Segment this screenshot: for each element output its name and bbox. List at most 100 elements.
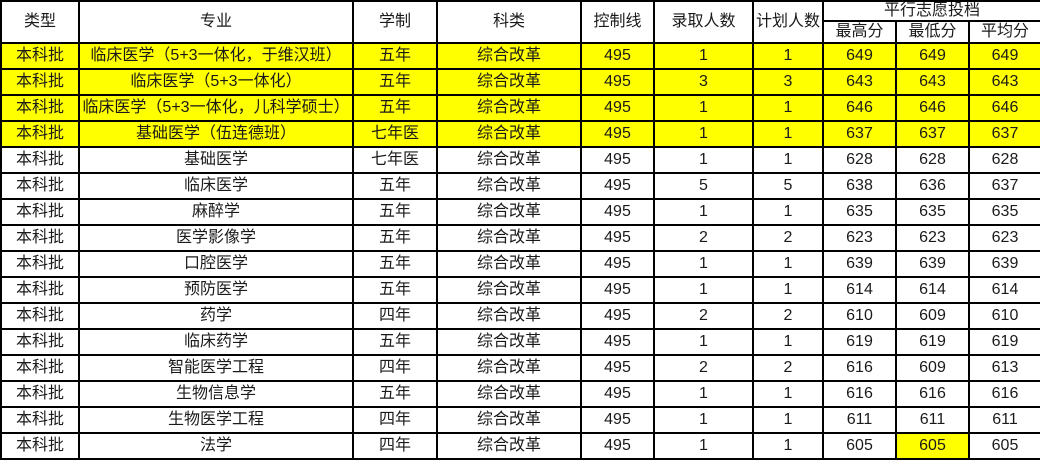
cell-type: 本科批 (0, 406, 80, 434)
cell-lowest-score: 637 (895, 120, 970, 148)
table-row: 本科批 预防医学 五年 综合改革 495 1 1 614 614 614 (0, 276, 1040, 304)
cell-category: 综合改革 (436, 432, 582, 460)
cell-highest-score: 616 (822, 354, 897, 382)
header-row-main: 类型 专业 学制 科类 控制线 录取人数 计划人数 平行志愿投档 (0, 0, 1040, 44)
cell-length: 五年 (352, 250, 438, 278)
table-row: 本科批 法学 四年 综合改革 495 1 1 605 605 605 (0, 432, 1040, 460)
table-row: 本科批 生物医学工程 四年 综合改革 495 1 1 611 611 611 (0, 406, 1040, 434)
cell-major: 法学 (78, 432, 354, 460)
cell-type: 本科批 (0, 250, 80, 278)
cell-control-line: 495 (580, 328, 655, 356)
cell-type: 本科批 (0, 302, 80, 330)
cell-category: 综合改革 (436, 302, 582, 330)
cell-plan-count: 1 (752, 328, 824, 356)
cell-average-score: 635 (968, 198, 1040, 226)
cell-highest-score: 623 (822, 224, 897, 252)
cell-highest-score: 619 (822, 328, 897, 356)
cell-average-score: 613 (968, 354, 1040, 382)
column-header-admitted-count: 录取人数 (653, 0, 754, 44)
cell-category: 综合改革 (436, 276, 582, 304)
cell-admitted-count: 1 (653, 328, 754, 356)
cell-lowest-score: 628 (895, 146, 970, 174)
cell-length: 五年 (352, 224, 438, 252)
cell-category: 综合改革 (436, 198, 582, 226)
cell-admitted-count: 1 (653, 250, 754, 278)
cell-major: 生物信息学 (78, 380, 354, 408)
cell-lowest-score: 611 (895, 406, 970, 434)
cell-type: 本科批 (0, 276, 80, 304)
cell-category: 综合改革 (436, 380, 582, 408)
cell-control-line: 495 (580, 42, 655, 70)
cell-plan-count: 1 (752, 120, 824, 148)
column-header-control-line: 控制线 (580, 0, 655, 44)
cell-major: 临床医学（5+3一体化） (78, 68, 354, 96)
cell-lowest-score: 616 (895, 380, 970, 408)
cell-type: 本科批 (0, 120, 80, 148)
table-row: 本科批 药学 四年 综合改革 495 2 2 610 609 610 (0, 302, 1040, 330)
cell-major: 药学 (78, 302, 354, 330)
cell-lowest-score: 614 (895, 276, 970, 304)
cell-plan-count: 1 (752, 146, 824, 174)
cell-type: 本科批 (0, 68, 80, 96)
cell-length: 五年 (352, 198, 438, 226)
cell-category: 综合改革 (436, 172, 582, 200)
cell-control-line: 495 (580, 172, 655, 200)
cell-average-score: 619 (968, 328, 1040, 356)
cell-lowest-score: 636 (895, 172, 970, 200)
cell-plan-count: 1 (752, 380, 824, 408)
cell-major: 基础医学 (78, 146, 354, 174)
cell-average-score: 643 (968, 68, 1040, 96)
cell-highest-score: 638 (822, 172, 897, 200)
cell-admitted-count: 1 (653, 146, 754, 174)
cell-plan-count: 3 (752, 68, 824, 96)
cell-category: 综合改革 (436, 94, 582, 122)
cell-major: 智能医学工程 (78, 354, 354, 382)
cell-length: 七年医 (352, 120, 438, 148)
cell-length: 五年 (352, 68, 438, 96)
cell-control-line: 495 (580, 198, 655, 226)
cell-major: 临床医学（5+3一体化，于维汉班） (78, 42, 354, 70)
cell-plan-count: 1 (752, 94, 824, 122)
cell-highest-score: 611 (822, 406, 897, 434)
cell-lowest-score: 619 (895, 328, 970, 356)
cell-admitted-count: 5 (653, 172, 754, 200)
cell-admitted-count: 1 (653, 198, 754, 226)
cell-length: 五年 (352, 42, 438, 70)
cell-major: 临床医学（5+3一体化，儿科学硕士） (78, 94, 354, 122)
cell-type: 本科批 (0, 354, 80, 382)
cell-type: 本科批 (0, 94, 80, 122)
table-row: 本科批 临床医学 五年 综合改革 495 5 5 638 636 637 (0, 172, 1040, 200)
table-row: 本科批 智能医学工程 四年 综合改革 495 2 2 616 609 613 (0, 354, 1040, 382)
cell-admitted-count: 1 (653, 380, 754, 408)
cell-major: 生物医学工程 (78, 406, 354, 434)
cell-admitted-count: 1 (653, 94, 754, 122)
cell-highest-score: 637 (822, 120, 897, 148)
cell-highest-score: 639 (822, 250, 897, 278)
cell-category: 综合改革 (436, 42, 582, 70)
cell-average-score: 623 (968, 224, 1040, 252)
cell-plan-count: 1 (752, 432, 824, 460)
cell-length: 七年医 (352, 146, 438, 174)
cell-major: 预防医学 (78, 276, 354, 304)
cell-control-line: 495 (580, 120, 655, 148)
cell-average-score: 637 (968, 172, 1040, 200)
cell-control-line: 495 (580, 94, 655, 122)
cell-lowest-score: 609 (895, 302, 970, 330)
column-header-highest-score: 最高分 (822, 20, 897, 44)
cell-plan-count: 2 (752, 302, 824, 330)
cell-lowest-score: 639 (895, 250, 970, 278)
cell-admitted-count: 1 (653, 276, 754, 304)
cell-admitted-count: 2 (653, 224, 754, 252)
cell-highest-score: 610 (822, 302, 897, 330)
cell-average-score: 611 (968, 406, 1040, 434)
cell-type: 本科批 (0, 42, 80, 70)
cell-lowest-score: 646 (895, 94, 970, 122)
cell-control-line: 495 (580, 276, 655, 304)
cell-highest-score: 635 (822, 198, 897, 226)
cell-average-score: 637 (968, 120, 1040, 148)
cell-length: 五年 (352, 276, 438, 304)
cell-lowest-score: 605 (895, 432, 970, 460)
cell-average-score: 610 (968, 302, 1040, 330)
cell-length: 四年 (352, 354, 438, 382)
cell-average-score: 649 (968, 42, 1040, 70)
